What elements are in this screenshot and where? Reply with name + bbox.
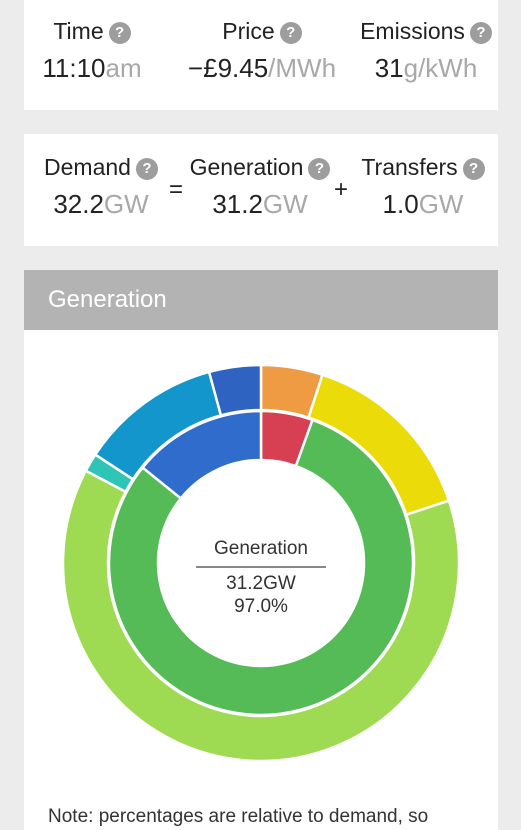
time-value: 11:10 — [42, 53, 106, 83]
time-help-icon[interactable]: ? — [108, 22, 131, 44]
time-label: Time — [53, 18, 104, 44]
price-label: Price — [222, 18, 275, 44]
donut-center-value: 31.2GW — [226, 573, 296, 594]
generation-stat: Generation? 31.2GW — [184, 154, 336, 220]
transfers-value: 1.0 — [382, 189, 419, 219]
time-unit: am — [105, 53, 142, 83]
donut-center-title: Generation — [196, 538, 326, 568]
demand-label: Demand — [44, 154, 131, 180]
generation-unit: GW — [262, 189, 308, 219]
emissions-label: Emissions — [360, 18, 465, 44]
balance-card: Demand? 32.2GW = Generation? 31.2GW + Tr… — [24, 134, 498, 246]
equals-sign: = — [169, 176, 184, 203]
generation-label: Generation — [189, 154, 304, 180]
donut-center-percent: 97.0% — [234, 596, 288, 617]
donut-center-label: Generation 31.2GW 97.0% — [186, 538, 336, 618]
emissions-stat: Emissions? 31g/kWh — [358, 18, 494, 84]
plus-sign: + — [334, 176, 349, 203]
demand-unit: GW — [103, 189, 149, 219]
price-unit: /MWh — [268, 53, 337, 83]
transfers-label: Transfers — [361, 154, 458, 180]
price-help-icon[interactable]: ? — [279, 22, 302, 44]
transfers-unit: GW — [418, 189, 464, 219]
percentage-note: Note: percentages are relative to demand… — [48, 806, 429, 827]
price-value: −£9.45 — [187, 53, 269, 83]
demand-value: 32.2 — [53, 189, 104, 219]
time-stat: Time? 11:10am — [32, 18, 152, 84]
transfers-help-icon[interactable]: ? — [462, 158, 485, 180]
price-stat: Price? −£9.45/MWh — [172, 18, 352, 84]
inner-ring-slice-3[interactable] — [140, 409, 263, 501]
generation-panel: Generation Generation 31.2GW 97.0% Note:… — [24, 270, 498, 830]
generation-value: 31.2 — [212, 189, 263, 219]
transfers-stat: Transfers? 1.0GW — [358, 154, 488, 220]
emissions-unit: g/kWh — [403, 53, 478, 83]
emissions-value: 31 — [374, 53, 404, 83]
generation-donut-chart — [61, 363, 461, 763]
generation-help-icon[interactable]: ? — [308, 158, 331, 180]
generation-panel-title: Generation — [24, 270, 498, 330]
summary-card: Time? 11:10am Price? −£9.45/MWh Emission… — [24, 0, 498, 110]
emissions-help-icon[interactable]: ? — [469, 22, 492, 44]
inner-ring-slice-2[interactable] — [107, 418, 415, 717]
demand-help-icon[interactable]: ? — [135, 158, 158, 180]
demand-stat: Demand? 32.2GW — [36, 154, 166, 220]
